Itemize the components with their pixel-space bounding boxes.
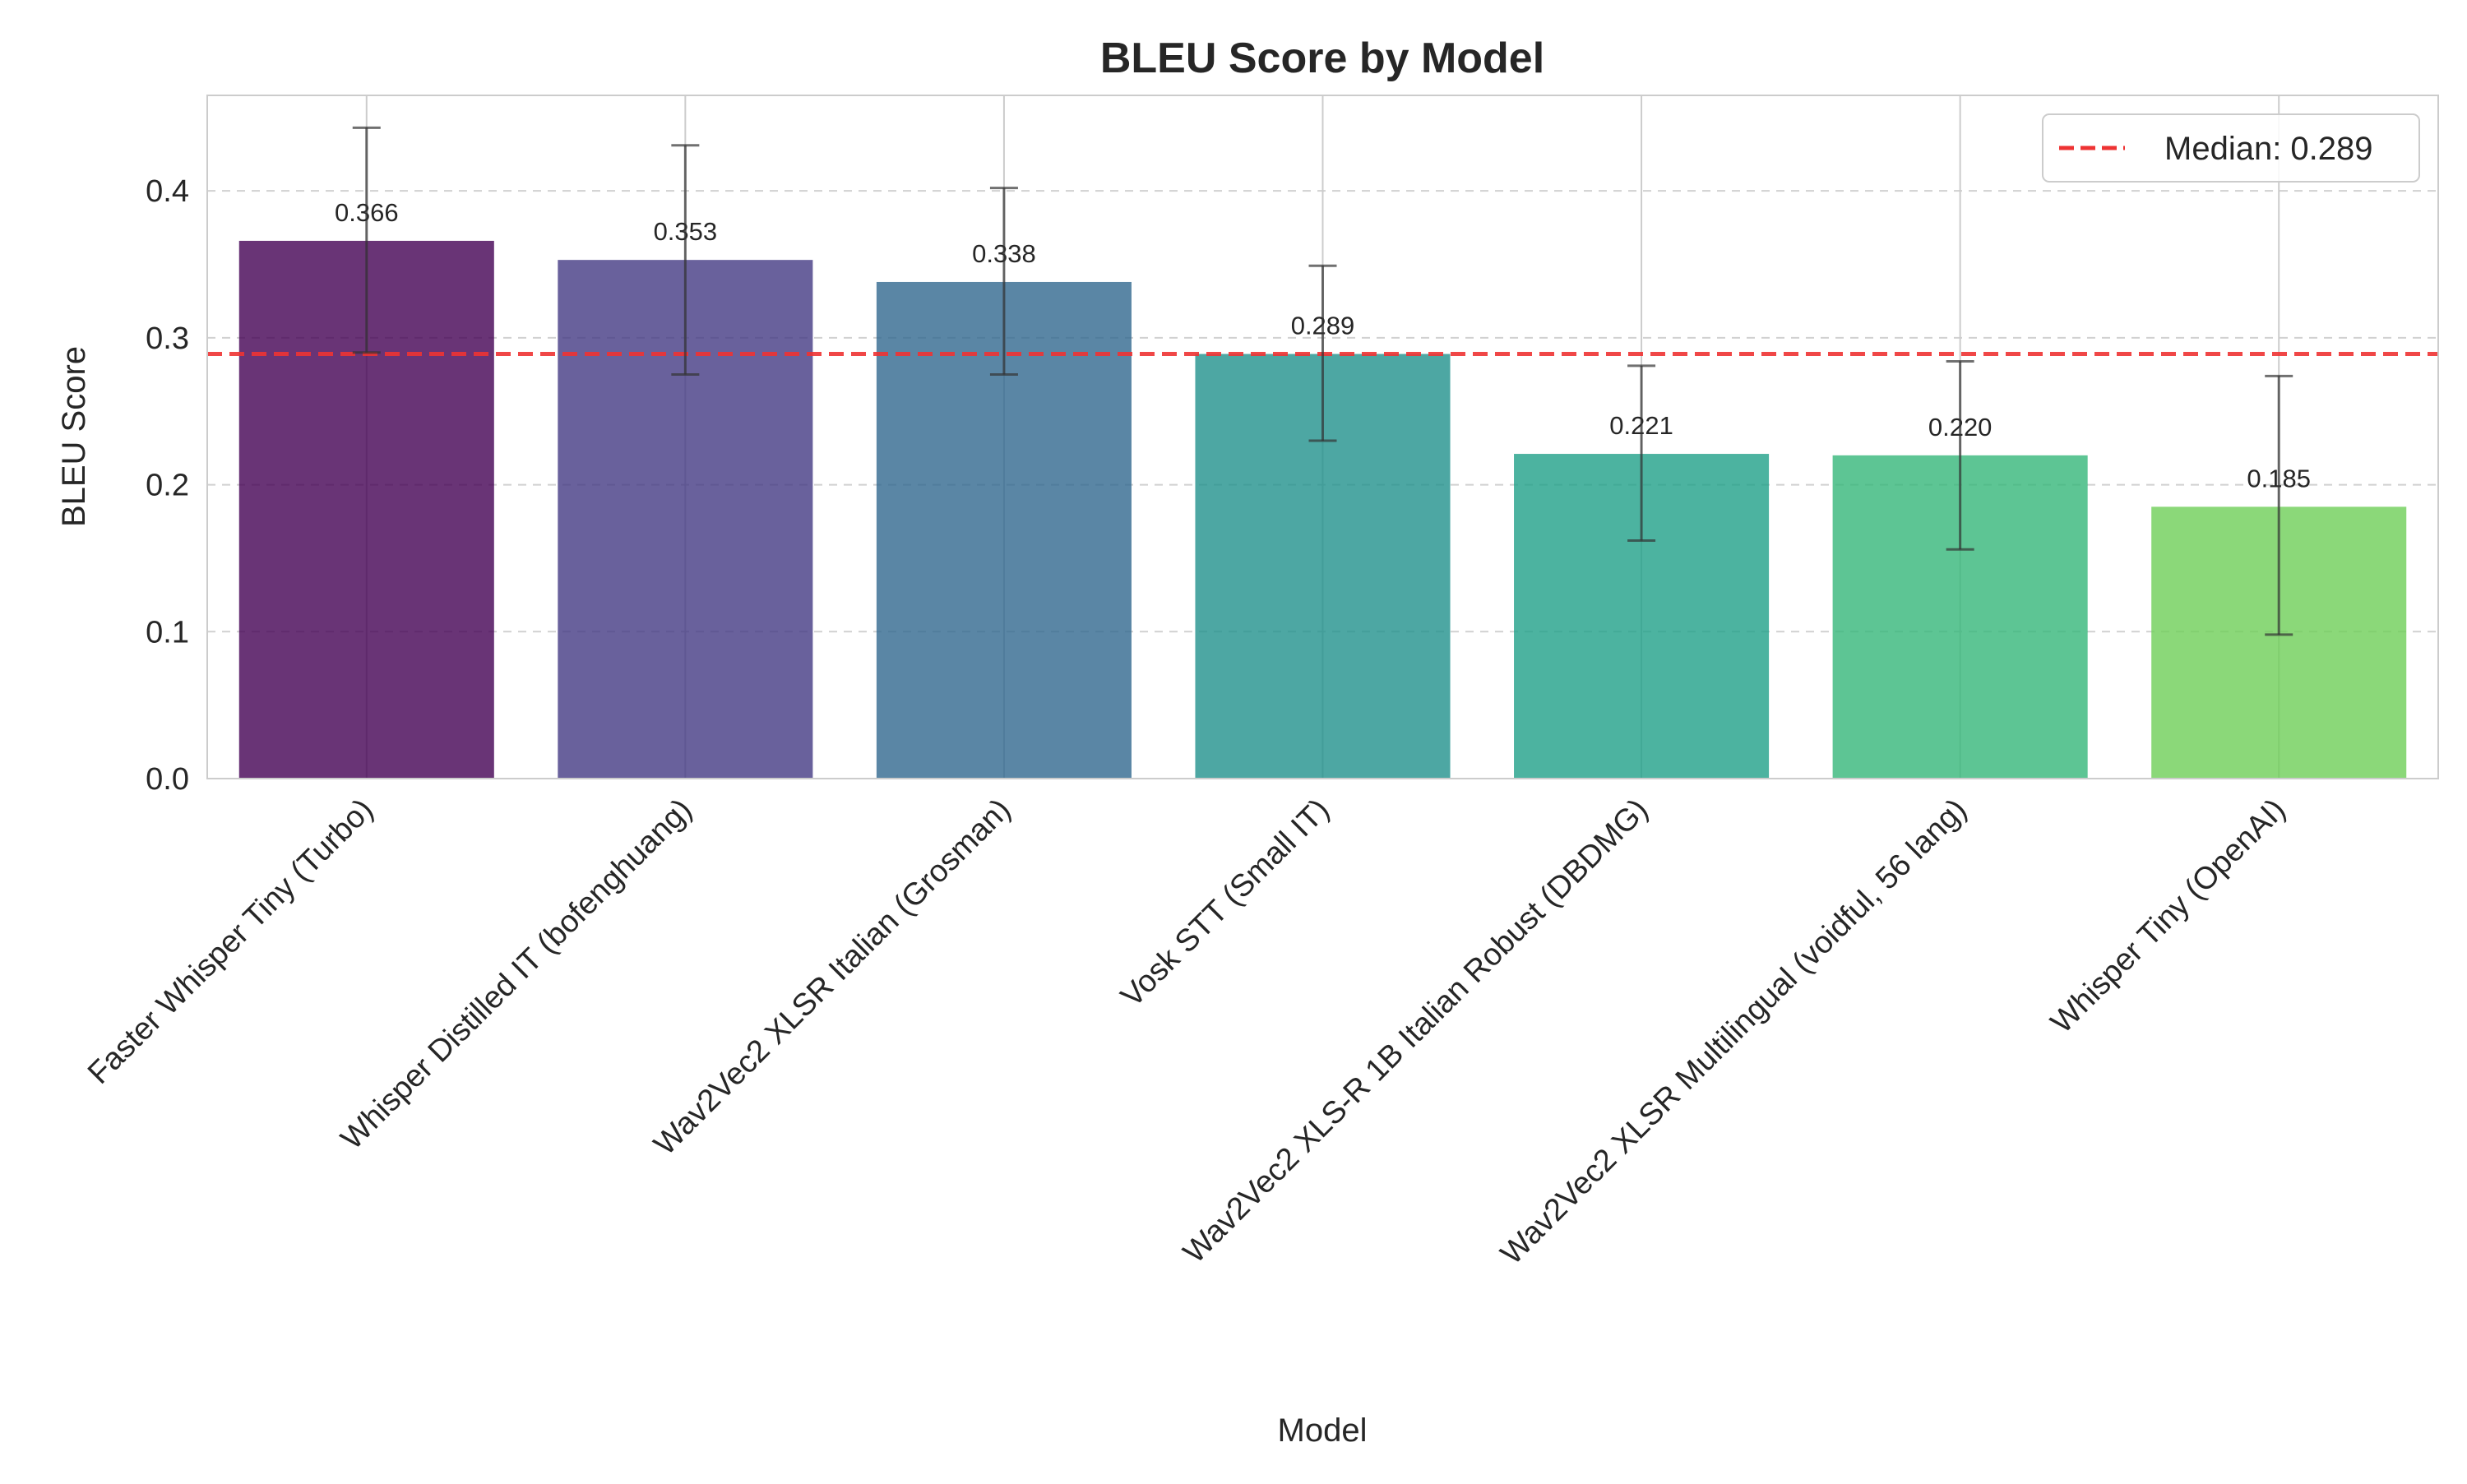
y-tick-label: 0.3: [146, 321, 189, 356]
y-axis-title: BLEU Score: [56, 346, 92, 527]
y-tick-label: 0.0: [146, 762, 189, 797]
legend-median-label: Median: 0.289: [2164, 131, 2373, 167]
y-tick-label: 0.1: [146, 615, 189, 650]
plot-frame: [206, 95, 2439, 779]
y-tick-label: 0.4: [146, 174, 189, 209]
legend: Median: 0.289: [2042, 113, 2420, 183]
chart-title: BLEU Score by Model: [1100, 35, 1544, 82]
x-axis-title: Model: [1278, 1412, 1368, 1449]
legend-box: [2042, 113, 2420, 183]
y-tick-label: 0.2: [146, 469, 189, 503]
